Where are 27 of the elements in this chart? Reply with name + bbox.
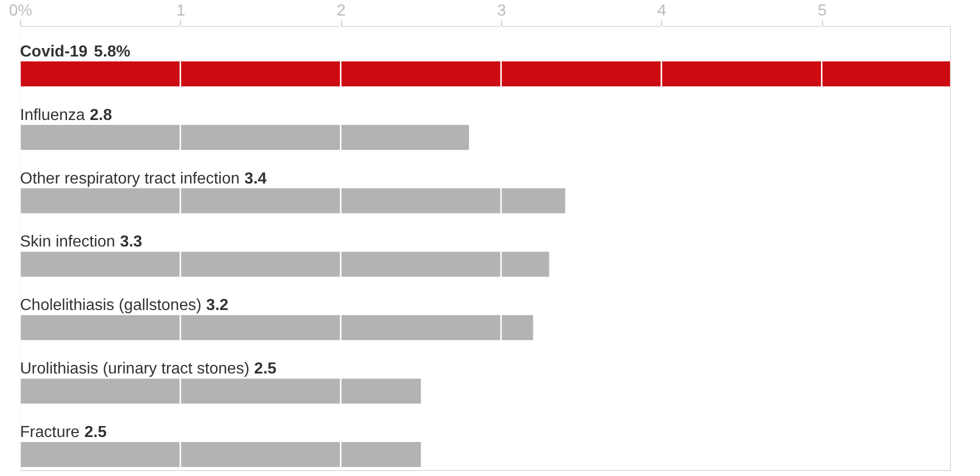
x-tick-label: 4 bbox=[657, 2, 666, 20]
y-tick-label: Covid-19 bbox=[20, 43, 88, 60]
y-tick-label: Urolithiasis (urinary tract stones) bbox=[20, 360, 250, 378]
data-label: 3.2 bbox=[206, 297, 229, 314]
bar bbox=[20, 124, 469, 150]
bar bbox=[20, 315, 534, 340]
bar bbox=[20, 252, 550, 277]
data-label: 2.8 bbox=[90, 106, 112, 124]
data-label: 2.5 bbox=[84, 424, 107, 441]
y-tick-label: Skin infection bbox=[20, 234, 116, 251]
y-tick-label: Influenza bbox=[20, 106, 86, 124]
y-tick-label: Fracture bbox=[20, 424, 80, 441]
y-tick-label: Other respiratory tract infection bbox=[20, 170, 240, 188]
x-tick-label: 5 bbox=[818, 2, 827, 20]
data-label: 3.4 bbox=[244, 170, 267, 188]
x-tick-label: 1 bbox=[176, 2, 186, 20]
x-tick-label: 3 bbox=[497, 2, 506, 20]
bar bbox=[20, 188, 566, 214]
x-tick-label: 2 bbox=[336, 2, 346, 20]
x-tick-label: 0% bbox=[8, 2, 32, 20]
data-label: 3.3 bbox=[120, 234, 142, 251]
data-label: 2.5 bbox=[254, 360, 277, 378]
bar bbox=[20, 61, 950, 86]
y-tick-label: Cholelithiasis (gallstones) bbox=[20, 297, 202, 314]
bar bbox=[20, 378, 421, 404]
bar bbox=[20, 442, 421, 467]
data-label: 5.8% bbox=[94, 43, 130, 60]
